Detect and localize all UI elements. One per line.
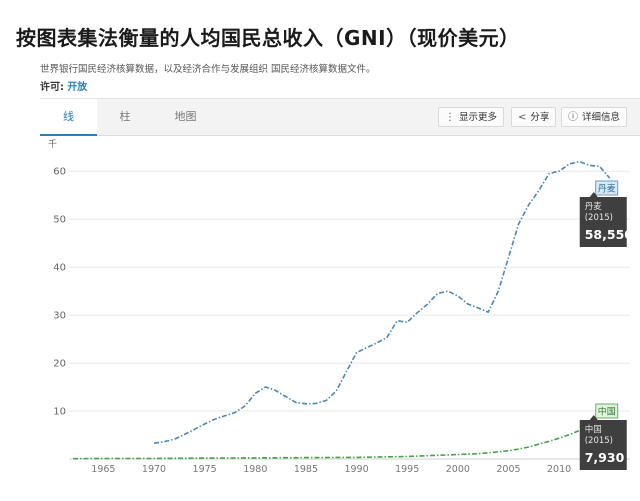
y-tick-label: 20 bbox=[53, 359, 66, 370]
y-tick-label: 60 bbox=[53, 167, 66, 178]
series-line-china bbox=[72, 420, 610, 460]
x-tick-label: 1970 bbox=[142, 464, 166, 475]
x-tick-label: 1965 bbox=[91, 464, 115, 475]
tooltip-year-denmark: (2015) bbox=[585, 213, 613, 223]
tooltip-year-china: (2015) bbox=[585, 436, 613, 446]
y-tick-label: 10 bbox=[53, 407, 66, 418]
show-more-button[interactable]: ⋮ 显示更多 bbox=[438, 107, 505, 127]
x-tick-label: 2010 bbox=[547, 464, 571, 475]
tab-map[interactable]: 地图 bbox=[174, 110, 197, 123]
tooltip-value-denmark: 58,550 bbox=[585, 227, 634, 242]
y-tick-label: 40 bbox=[53, 263, 66, 274]
license-label: 许可: bbox=[40, 82, 64, 93]
share-label: 分享 bbox=[530, 112, 550, 123]
details-label: 详细信息 bbox=[582, 112, 621, 123]
show-more-label: 显示更多 bbox=[459, 112, 498, 123]
tooltip-value-china: 7,930 bbox=[585, 450, 625, 465]
license-link[interactable]: 开放 bbox=[67, 82, 88, 93]
chart-panel: 线 柱 地图 ⋮ 显示更多 < 分享 ⓘ 详细信息 10 20 30 40 50 60 千 1965… bbox=[40, 98, 640, 501]
tab-line[interactable]: 线 bbox=[40, 99, 97, 136]
share-button[interactable]: < 分享 bbox=[511, 107, 557, 127]
y-tick-label: 30 bbox=[53, 311, 66, 322]
series-label-denmark: 丹麦 bbox=[598, 183, 616, 195]
x-tick-label: 2000 bbox=[446, 464, 470, 475]
data-source: 世界银行国民经济核算数据，以及经济合作与发展组织 国民经济核算数据文件。 bbox=[40, 64, 376, 75]
y-tick-label: 50 bbox=[53, 215, 66, 226]
tooltip-box-denmark bbox=[579, 197, 627, 247]
page-title: 按图表集法衡量的人均国民总收入（GNI）（现价美元） bbox=[16, 26, 520, 50]
x-tick-label: 2005 bbox=[496, 464, 520, 475]
tooltip-name-china: 中国 bbox=[585, 424, 602, 435]
x-tick-label: 1990 bbox=[344, 464, 368, 475]
tooltip-pointer-denmark bbox=[589, 192, 598, 197]
series-label-china: 中国 bbox=[598, 406, 616, 418]
tooltip-name-denmark: 丹麦 bbox=[585, 201, 603, 212]
x-tick-label: 1995 bbox=[395, 464, 419, 475]
y-axis-unit-label: 千 bbox=[48, 139, 57, 150]
details-button[interactable]: ⓘ 详细信息 bbox=[561, 107, 628, 127]
info-icon: ⓘ bbox=[568, 112, 578, 123]
series-line-denmark bbox=[153, 160, 611, 444]
license-line: 许可: 开放 bbox=[40, 78, 87, 93]
x-tick-label: 1975 bbox=[193, 464, 217, 475]
tab-bar[interactable]: 柱 bbox=[119, 110, 131, 123]
series-label-box-china bbox=[595, 403, 619, 419]
x-tick-label: 1985 bbox=[294, 464, 318, 475]
gni-line-chart: 10 20 30 40 50 60 千 1965 1970 1975 1980 1985 1990 199… bbox=[48, 139, 634, 475]
tooltip-box-china bbox=[579, 420, 627, 470]
series-label-box-denmark bbox=[595, 180, 619, 196]
view-tab-bar: 线 柱 地图 ⋮ 显示更多 < 分享 ⓘ 详细信息 bbox=[40, 99, 640, 136]
tooltip-pointer-china bbox=[589, 415, 598, 420]
share-icon: < bbox=[518, 112, 527, 123]
vertical-dots-icon: ⋮ bbox=[445, 112, 455, 123]
x-tick-label: 1980 bbox=[243, 464, 267, 475]
